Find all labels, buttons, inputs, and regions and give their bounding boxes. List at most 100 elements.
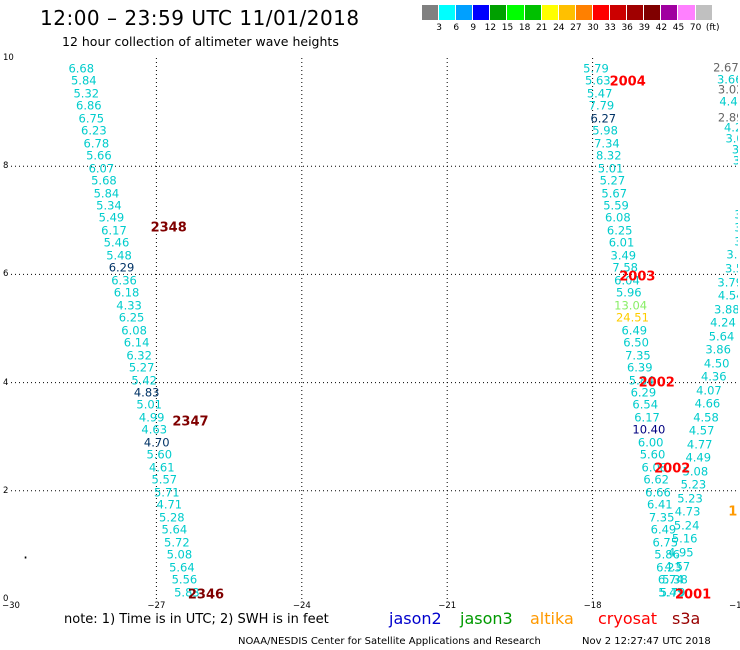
color-scale-label: 24 [553, 23, 565, 33]
color-scale-label: 33 [604, 23, 616, 33]
wave-height-value: 5.57 [151, 472, 178, 487]
wave-height-value: 4.58 [693, 410, 719, 424]
x-tick-label: −18 [583, 601, 602, 611]
wave-height-value: 5.23 [680, 477, 707, 492]
wave-height-value: 4.54 [717, 288, 738, 303]
color-scale-label: 42 [655, 23, 668, 33]
wave-height-value: 5.27 [128, 360, 155, 375]
wave-height-value: 6.49 [650, 522, 677, 537]
wave-height-value: 4.61 [148, 460, 175, 475]
legend-item-jason2: jason2 [389, 609, 442, 628]
color-scale-label: 39 [638, 23, 651, 33]
wave-height-value: 5.08 [682, 464, 709, 479]
y-tick-label: 6 [3, 269, 9, 280]
wave-height-value: 13.04 [614, 297, 648, 312]
legend-item-jason3: jason3 [460, 609, 513, 628]
wave-height-value: 6.14 [123, 335, 150, 350]
color-scale-label: 6 [453, 23, 460, 33]
wave-height-value: 5.08 [166, 547, 193, 562]
wave-height-value: 3.49 [610, 248, 637, 263]
wave-height-value: 5.66 [86, 148, 112, 163]
color-swatch [592, 5, 611, 20]
wave-height-value: 7.79 [588, 98, 615, 113]
wave-height-value: 5.47 [586, 86, 613, 100]
x-tick-label: −21 [438, 601, 457, 611]
color-scale-label: 70 [689, 23, 702, 33]
wave-height-value: 4.73 [674, 504, 701, 519]
wave-height-value: 5.98 [592, 123, 618, 138]
wave-height-value: 4.83 [133, 385, 160, 400]
wave-height-value: 4.66 [694, 396, 721, 411]
color-scale-label: 12 [484, 23, 497, 33]
orbit-number-label: 2347 [172, 414, 209, 430]
wave-height-value: 5.60 [146, 447, 173, 462]
y-tick-label: 10 [3, 53, 14, 63]
wave-height-value: 6.66 [645, 485, 671, 499]
wave-height-value: 4.33 [116, 297, 142, 312]
wave-height-value: 5.32 [73, 86, 100, 100]
wave-height-value: 6.39 [626, 360, 653, 375]
color-scale-label: 3 [436, 23, 442, 33]
color-scale-swatches [422, 5, 730, 20]
wave-height-value: 6.18 [113, 285, 140, 300]
color-swatch [456, 5, 474, 20]
wave-height-value: 6.17 [101, 223, 127, 238]
wave-height-value: 3 [731, 142, 738, 157]
wave-height-map[interactable]: 6.68 5.84 5.32 6.86 6.75 6.23 6.78 5.66 6.07 5.68… [11, 58, 738, 599]
wave-height-value: 6.41 [646, 497, 673, 512]
color-swatch [610, 5, 628, 20]
wave-height-value: 5.48 [106, 248, 132, 263]
wave-height-value: 4.44 [719, 94, 738, 109]
color-swatch [627, 5, 645, 20]
wave-height-value: 4.71 [156, 497, 183, 512]
wave-height-value: 5.72 [164, 534, 190, 549]
wave-height-value: 5.68 [91, 173, 117, 188]
wave-height-value: 2.89 [717, 109, 738, 124]
wave-height-value: 6.29 [108, 260, 135, 275]
wave-height-value: 6.54 [632, 397, 659, 412]
x-tick-label: −15 [729, 601, 740, 611]
wave-height-value: 3.79 [717, 274, 738, 289]
color-swatch [661, 5, 679, 20]
y-tick-label: 4 [3, 377, 9, 388]
wave-height-value: 6.50 [623, 335, 649, 350]
wave-height-value: 5.56 [171, 572, 198, 587]
wave-height-value: 7.34 [594, 135, 620, 150]
wave-height-value: 6.78 [83, 135, 110, 150]
wave-height-value: 6.86 [76, 98, 102, 113]
color-scale-label: 18 [518, 23, 531, 33]
legend-item-altika: altika [530, 609, 574, 628]
orbit-number-label: 2002 [638, 375, 675, 391]
wave-height-value: 5.79 [659, 584, 686, 599]
wave-height-value: 4.57 [664, 558, 691, 573]
color-scale-label: 45 [672, 23, 685, 33]
wave-height-value: 5.64 [161, 522, 188, 537]
legend-item-s3a: s3a [672, 609, 701, 628]
wave-height-value: 5.24 [673, 518, 700, 533]
wave-height-value: 3.02 [717, 82, 738, 97]
wave-height-value: 3 [732, 153, 738, 168]
color-scale-label: 36 [621, 23, 633, 33]
x-tick-label: −30 [2, 601, 20, 611]
wave-height-value: 5.42 [131, 372, 157, 387]
y-tick-label: 0 [3, 594, 9, 604]
wave-height-value: 4.24 [710, 315, 736, 330]
wave-height-value: 6.07 [88, 160, 115, 175]
wave-height-value: 4.2 [723, 120, 738, 135]
units-note: note: 1) Time is in UTC; 2) SWH is in fe… [64, 612, 329, 627]
wave-height-value: 2.67 [713, 59, 738, 74]
y-tick-label: 8 [3, 161, 9, 172]
x-tick-label: −27 [147, 601, 166, 611]
credit-line: NOAA/NESDIS Center for Satellite Applica… [238, 636, 541, 647]
wave-height-value: 4.57 [688, 423, 715, 438]
wave-height-value: 4.07 [696, 382, 722, 397]
color-scale-label: 30 [587, 23, 599, 33]
wave-height-value: 4.99 [138, 410, 165, 425]
color-swatch [490, 5, 508, 20]
color-swatch [541, 5, 559, 20]
wave-height-value: 4.77 [686, 437, 713, 452]
color-swatch [422, 5, 440, 20]
wave-height-value: 6.23 [81, 123, 107, 138]
wave-height-value: 6.62 [643, 472, 669, 487]
wave-height-value: 5.34 [96, 198, 122, 213]
